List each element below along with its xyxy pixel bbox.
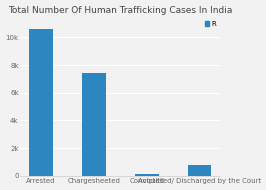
Bar <box>82 73 106 176</box>
Legend: R: R <box>205 20 217 28</box>
Bar <box>188 165 211 176</box>
Title: Total Number Of Human Trafficking Cases In India: Total Number Of Human Trafficking Cases … <box>8 6 232 15</box>
Bar <box>29 29 53 176</box>
Bar <box>135 174 159 176</box>
